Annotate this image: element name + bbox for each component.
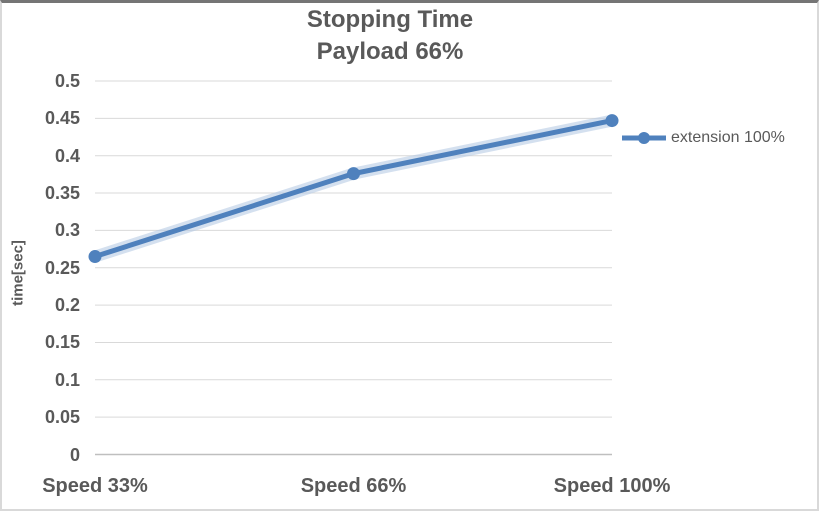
- y-tick-label: 0.05: [44, 407, 80, 428]
- y-tick-label: 0.45: [44, 108, 80, 129]
- y-tick-label: 0.25: [44, 257, 80, 278]
- x-tick-label: Speed 33%: [42, 475, 148, 497]
- chart-title-block: Stopping Time Payload 66%: [2, 4, 780, 68]
- data-point-marker[interactable]: [88, 250, 102, 264]
- y-tick-label: 0: [69, 444, 80, 465]
- y-tick-label: 0.35: [44, 183, 80, 204]
- legend[interactable]: extension 100%: [620, 127, 785, 149]
- y-tick-label: 0.2: [54, 295, 80, 316]
- chart-title: Stopping Time: [306, 6, 474, 33]
- data-point-marker[interactable]: [605, 114, 619, 128]
- data-point-marker[interactable]: [347, 167, 360, 181]
- y-tick-label: 0.4: [54, 145, 80, 166]
- x-tick-label: Speed 66%: [300, 475, 407, 497]
- y-axis-title: time[sec]: [9, 240, 27, 306]
- y-tick-label: 0.1: [54, 369, 80, 390]
- series-glow: [89, 114, 618, 263]
- legend-marker-icon: [622, 132, 666, 144]
- legend-series-label: extension 100%: [671, 129, 785, 146]
- y-tick-label: 0.5: [54, 71, 80, 91]
- y-tick-label: 0.15: [44, 332, 80, 353]
- chart-subtitle: Payload 66%: [316, 38, 464, 65]
- y-tick-label: 0.3: [54, 220, 80, 241]
- x-tick-label: Speed 100%: [553, 475, 671, 497]
